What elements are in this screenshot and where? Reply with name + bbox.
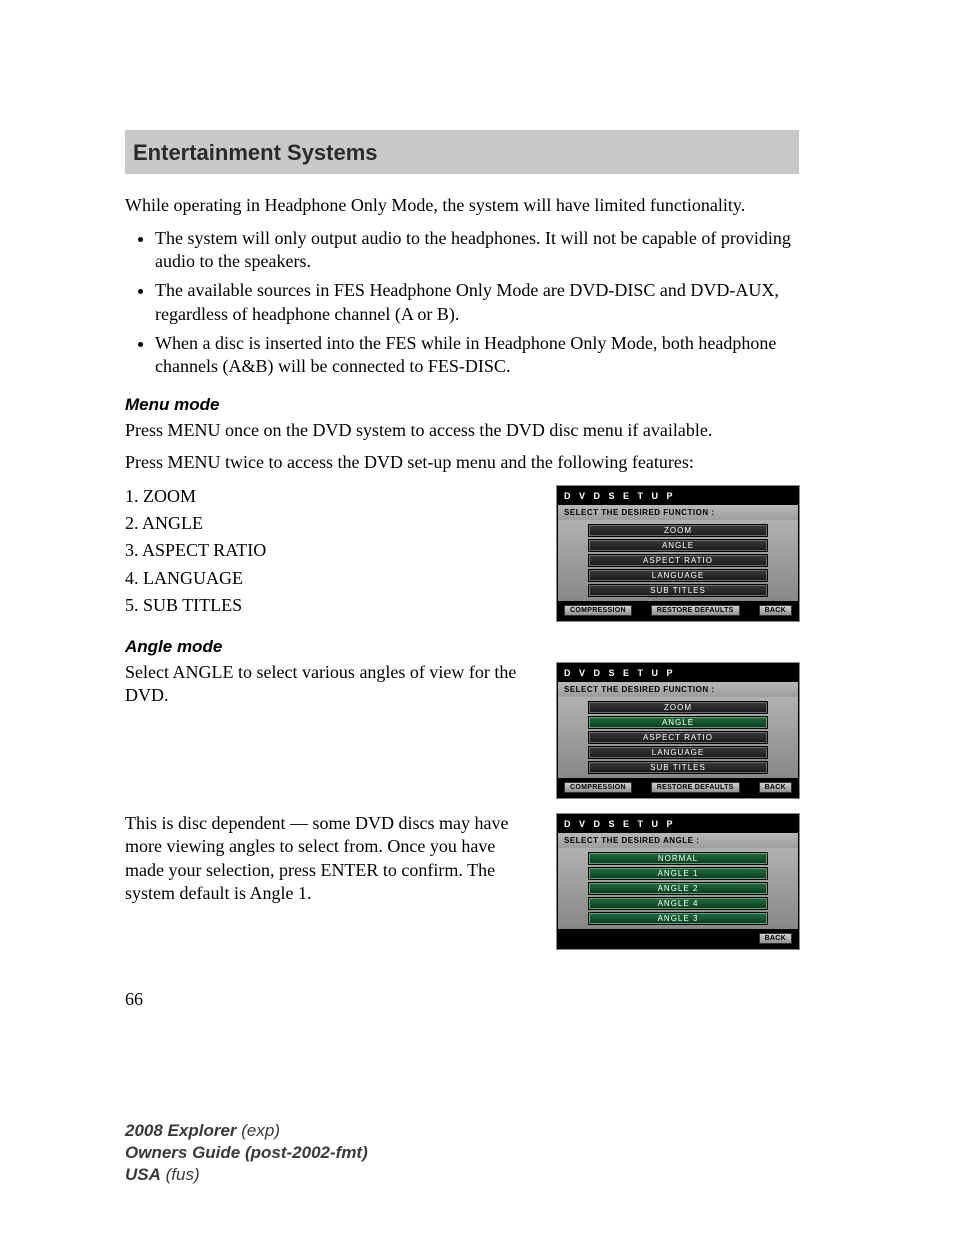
- dvd-item: ANGLE 2: [588, 882, 768, 895]
- dvd-item: ANGLE: [588, 539, 768, 552]
- dvd-prompt: SELECT THE DESIRED FUNCTION :: [558, 682, 798, 697]
- footer-region: USA: [125, 1165, 161, 1184]
- dvd-footer-btn: BACK: [759, 605, 792, 616]
- dvd-item: LANGUAGE: [588, 569, 768, 582]
- dvd-footer-btn: BACK: [759, 933, 792, 944]
- list-item: LANGUAGE: [125, 566, 537, 590]
- dvd-item: ZOOM: [588, 524, 768, 537]
- footer-region-code: (fus): [166, 1165, 200, 1184]
- list-item: ANGLE: [125, 511, 537, 535]
- dvd-footer-btn: RESTORE DEFAULTS: [651, 782, 740, 793]
- dvd-item: ZOOM: [588, 701, 768, 714]
- dvd-setup-function-screenshot-2: D V D S E T U P SELECT THE DESIRED FUNCT…: [557, 663, 799, 798]
- list-item: SUB TITLES: [125, 593, 537, 617]
- setup-feature-list: ZOOM ANGLE ASPECT RATIO LANGUAGE SUB TIT…: [125, 484, 537, 617]
- page-number: 66: [125, 989, 799, 1010]
- angle-mode-heading: Angle mode: [125, 637, 799, 657]
- chapter-title: Entertainment Systems: [133, 140, 378, 165]
- chapter-header: Entertainment Systems: [125, 130, 799, 174]
- dvd-item: ANGLE 3: [588, 912, 768, 925]
- footer-model: 2008 Explorer: [125, 1121, 237, 1140]
- footer-guide: Owners Guide (post-2002-fmt): [125, 1143, 368, 1162]
- dvd-footer-btn: RESTORE DEFAULTS: [651, 605, 740, 616]
- footer-code: (exp): [241, 1121, 280, 1140]
- dvd-footer-btn: BACK: [759, 782, 792, 793]
- dvd-item: ANGLE 4: [588, 897, 768, 910]
- dvd-footer-btn: COMPRESSION: [564, 605, 632, 616]
- angle-mode-p1: Select ANGLE to select various angles of…: [125, 661, 537, 708]
- dvd-prompt: SELECT THE DESIRED ANGLE :: [558, 833, 798, 848]
- list-item: ASPECT RATIO: [125, 538, 537, 562]
- list-item: The available sources in FES Headphone O…: [155, 279, 799, 326]
- dvd-item-selected: ANGLE: [588, 716, 768, 729]
- dvd-item: ASPECT RATIO: [588, 554, 768, 567]
- menu-mode-heading: Menu mode: [125, 395, 799, 415]
- menu-mode-p2: Press MENU twice to access the DVD set-u…: [125, 451, 799, 474]
- menu-mode-p1: Press MENU once on the DVD system to acc…: [125, 419, 799, 442]
- dvd-item: ANGLE 1: [588, 867, 768, 880]
- dvd-setup-angle-screenshot: D V D S E T U P SELECT THE DESIRED ANGLE…: [557, 814, 799, 949]
- dvd-setup-function-screenshot: D V D S E T U P SELECT THE DESIRED FUNCT…: [557, 486, 799, 621]
- dvd-item: SUB TITLES: [588, 761, 768, 774]
- footer-block: 2008 Explorer (exp) Owners Guide (post-2…: [125, 1120, 799, 1186]
- dvd-item-selected: NORMAL: [588, 852, 768, 865]
- dvd-title: D V D S E T U P: [558, 815, 798, 833]
- list-item: The system will only output audio to the…: [155, 227, 799, 274]
- list-item: ZOOM: [125, 484, 537, 508]
- intro-paragraph: While operating in Headphone Only Mode, …: [125, 194, 799, 217]
- dvd-footer-btn: COMPRESSION: [564, 782, 632, 793]
- dvd-item: ASPECT RATIO: [588, 731, 768, 744]
- dvd-title: D V D S E T U P: [558, 487, 798, 505]
- dvd-title: D V D S E T U P: [558, 664, 798, 682]
- dvd-prompt: SELECT THE DESIRED FUNCTION :: [558, 505, 798, 520]
- dvd-item: LANGUAGE: [588, 746, 768, 759]
- angle-mode-p2: This is disc dependent — some DVD discs …: [125, 812, 537, 906]
- limitations-list: The system will only output audio to the…: [125, 227, 799, 379]
- dvd-item: SUB TITLES: [588, 584, 768, 597]
- list-item: When a disc is inserted into the FES whi…: [155, 332, 799, 379]
